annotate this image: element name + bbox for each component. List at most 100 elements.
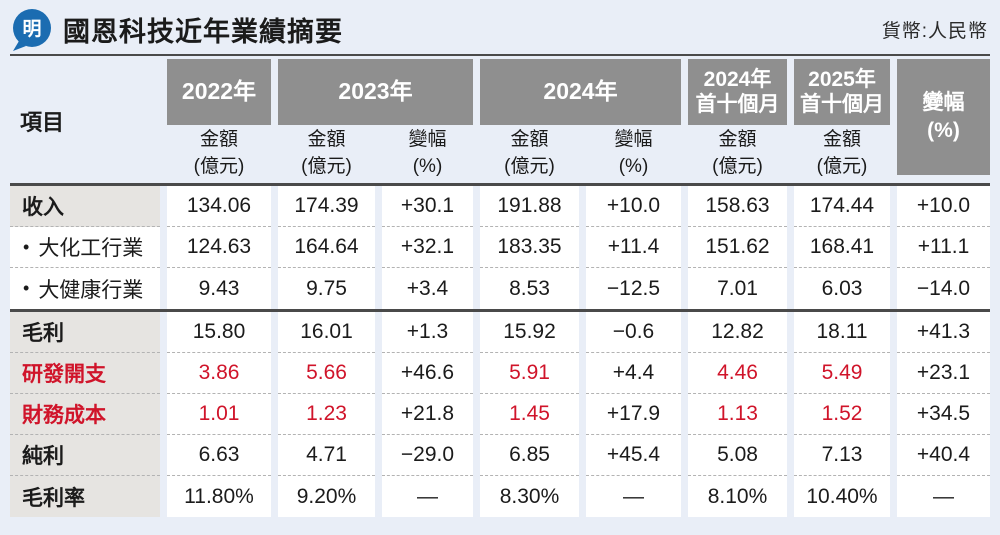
table-cell: +46.6 [382,353,473,394]
amount-header-line2: (億元) [504,156,555,177]
table-cell: 10.40% [794,476,890,517]
table-cell: 151.62 [688,227,787,268]
amount-header-line1: 金額 [307,129,346,151]
table-cell: 4.71 [278,435,375,476]
table-cell: −29.0 [382,435,473,476]
year-header-2023: 2023年 [278,59,473,125]
change-header-line2: (%) [927,119,960,142]
column-header-amount: 金額 (億元) [167,127,271,180]
table-cell: 12.82 [688,312,787,353]
table-cell: 191.88 [480,186,579,227]
table-cell: 8.30% [480,476,579,517]
year-header-line1: 2025年 [808,67,876,91]
table-cell: +11.1 [897,227,990,268]
pct-header-line1: 變幅 [408,129,447,151]
table-cell: +40.4 [897,435,990,476]
section-divider [10,309,990,312]
page-title: 國恩科技近年業績摘要 [63,16,343,47]
table-cell: 134.06 [167,186,271,227]
table-cell: — [897,476,990,517]
table-cell: 9.75 [278,268,375,309]
year-header-2025-10m: 2025年 首十個月 [794,59,890,125]
table-cell: 9.20% [278,476,375,517]
table-cell: +11.4 [586,227,681,268]
row-label: • 大化工行業 [10,227,160,268]
mingpao-logo-icon: 明 [10,7,53,52]
table-cell: +34.5 [897,394,990,435]
table-cell: 8.53 [480,268,579,309]
title-bar: 明 國恩科技近年業績摘要 貨幣:人民幣 [0,0,1000,54]
table-cell: 174.44 [794,186,890,227]
pct-header-line1: 變幅 [614,129,653,151]
table-cell: 5.66 [278,353,375,394]
currency-note: 貨幣:人民幣 [881,20,988,42]
pct-header-line2: (%) [618,156,649,177]
table-cell: 1.23 [278,394,375,435]
table-cell: 9.43 [167,268,271,309]
row-label-text: 毛利率 [22,486,85,510]
table-cell: — [382,476,473,517]
table-cell: 11.80% [167,476,271,517]
row-label: 研發開支 [10,353,160,394]
table-cell: +3.4 [382,268,473,309]
table-cell: 168.41 [794,227,890,268]
column-header-amount: 金額 (億元) [794,127,890,180]
table-cell: 1.45 [480,394,579,435]
table-cell: +17.9 [586,394,681,435]
row-label-text: 研發開支 [22,363,106,386]
row-label-text: 收入 [22,196,64,219]
table-cell: 1.13 [688,394,787,435]
table-cell: −14.0 [897,268,990,309]
table-cell: 18.11 [794,312,890,353]
amount-header-line1: 金額 [822,129,861,151]
table-cell: +32.1 [382,227,473,268]
column-header-change: 變幅 (%) [586,127,681,180]
table-cell: +10.0 [897,186,990,227]
column-header-amount: 金額 (億元) [278,127,375,180]
year-header-2024: 2024年 [480,59,681,125]
row-label-text: 毛利 [22,322,64,345]
table-cell: 1.01 [167,394,271,435]
table-cell: 7.01 [688,268,787,309]
table-cell: +23.1 [897,353,990,394]
amount-header-line1: 金額 [199,129,238,151]
row-label: 毛利率 [10,476,160,517]
table-cell: 15.80 [167,312,271,353]
bullet-icon: • [23,278,30,298]
table-cell: 6.63 [167,435,271,476]
table-cell: −0.6 [586,312,681,353]
table-cell: 6.85 [480,435,579,476]
row-label: 毛利 [10,312,160,353]
row-label: • 大健康行業 [10,268,160,309]
table-cell: 6.03 [794,268,890,309]
table-cell: +41.3 [897,312,990,353]
year-header-2022: 2022年 [167,59,271,125]
table-cell: 16.01 [278,312,375,353]
change-header-line1: 變幅 [922,90,965,114]
amount-header-line2: (億元) [816,156,868,177]
column-header-change: 變幅 (%) [382,127,473,180]
table-cell: — [586,476,681,517]
table-cell: +30.1 [382,186,473,227]
row-label: 財務成本 [10,394,160,435]
row-label-text: 大健康行業 [38,278,144,302]
column-header-final-change: 變幅 (%) [897,59,990,175]
year-header-2024-10m: 2024年 首十個月 [688,59,787,125]
amount-header-line1: 金額 [510,129,549,151]
table-cell: 15.92 [480,312,579,353]
row-label-text: 純利 [22,445,64,468]
table-cell: +45.4 [586,435,681,476]
performance-summary-table: 項目 2022年 2023年 2024年 2024年 首十個月 2025年 首十… [10,59,990,517]
column-header-item: 項目 [20,110,65,135]
table-cell: 124.63 [167,227,271,268]
table-cell: 158.63 [688,186,787,227]
column-header-amount: 金額 (億元) [480,127,579,180]
table-cell: 174.39 [278,186,375,227]
column-header-amount: 金額 (億元) [688,127,787,180]
table-cell: 183.35 [480,227,579,268]
table-cell: 8.10% [688,476,787,517]
table-cell: +10.0 [586,186,681,227]
amount-header-line1: 金額 [718,129,757,151]
table-cell: 7.13 [794,435,890,476]
amount-header-line2: (億元) [712,156,763,177]
